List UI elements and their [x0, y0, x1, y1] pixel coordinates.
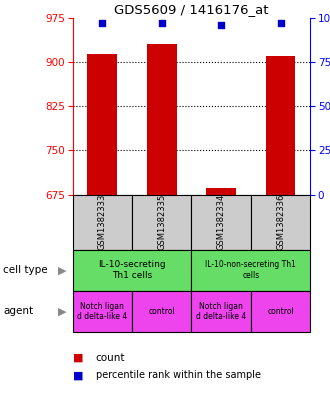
- Point: [100, 20, 105, 26]
- Title: GDS5609 / 1416176_at: GDS5609 / 1416176_at: [114, 4, 269, 17]
- Text: Notch ligan
d delta-like 4: Notch ligan d delta-like 4: [77, 302, 127, 321]
- Text: GSM1382334: GSM1382334: [216, 194, 226, 250]
- Text: ■: ■: [73, 370, 83, 380]
- Bar: [191, 250, 310, 291]
- Bar: [87, 54, 117, 195]
- Bar: [132, 291, 191, 332]
- Bar: [251, 291, 310, 332]
- Bar: [191, 291, 251, 332]
- Text: cell type: cell type: [3, 265, 48, 275]
- Point: [278, 20, 283, 26]
- Text: ■: ■: [73, 353, 83, 363]
- Text: count: count: [96, 353, 125, 363]
- Text: IL-10-secreting
Th1 cells: IL-10-secreting Th1 cells: [98, 261, 166, 280]
- Bar: [147, 44, 177, 195]
- Bar: [206, 188, 236, 195]
- Text: Notch ligan
d delta-like 4: Notch ligan d delta-like 4: [196, 302, 246, 321]
- Bar: [73, 250, 191, 291]
- Text: GSM1382335: GSM1382335: [157, 194, 166, 250]
- Bar: [73, 195, 132, 250]
- Text: ▶: ▶: [58, 265, 66, 275]
- Bar: [266, 56, 295, 195]
- Text: control: control: [148, 307, 175, 316]
- Text: percentile rank within the sample: percentile rank within the sample: [96, 370, 261, 380]
- Text: GSM1382336: GSM1382336: [276, 194, 285, 250]
- Text: ▶: ▶: [58, 307, 66, 316]
- Point: [218, 22, 224, 28]
- Text: IL-10-non-secreting Th1
cells: IL-10-non-secreting Th1 cells: [205, 261, 296, 280]
- Bar: [132, 195, 191, 250]
- Bar: [191, 195, 251, 250]
- Bar: [73, 291, 132, 332]
- Bar: [251, 195, 310, 250]
- Text: GSM1382333: GSM1382333: [98, 194, 107, 250]
- Text: agent: agent: [3, 307, 33, 316]
- Point: [159, 20, 164, 26]
- Text: control: control: [267, 307, 294, 316]
